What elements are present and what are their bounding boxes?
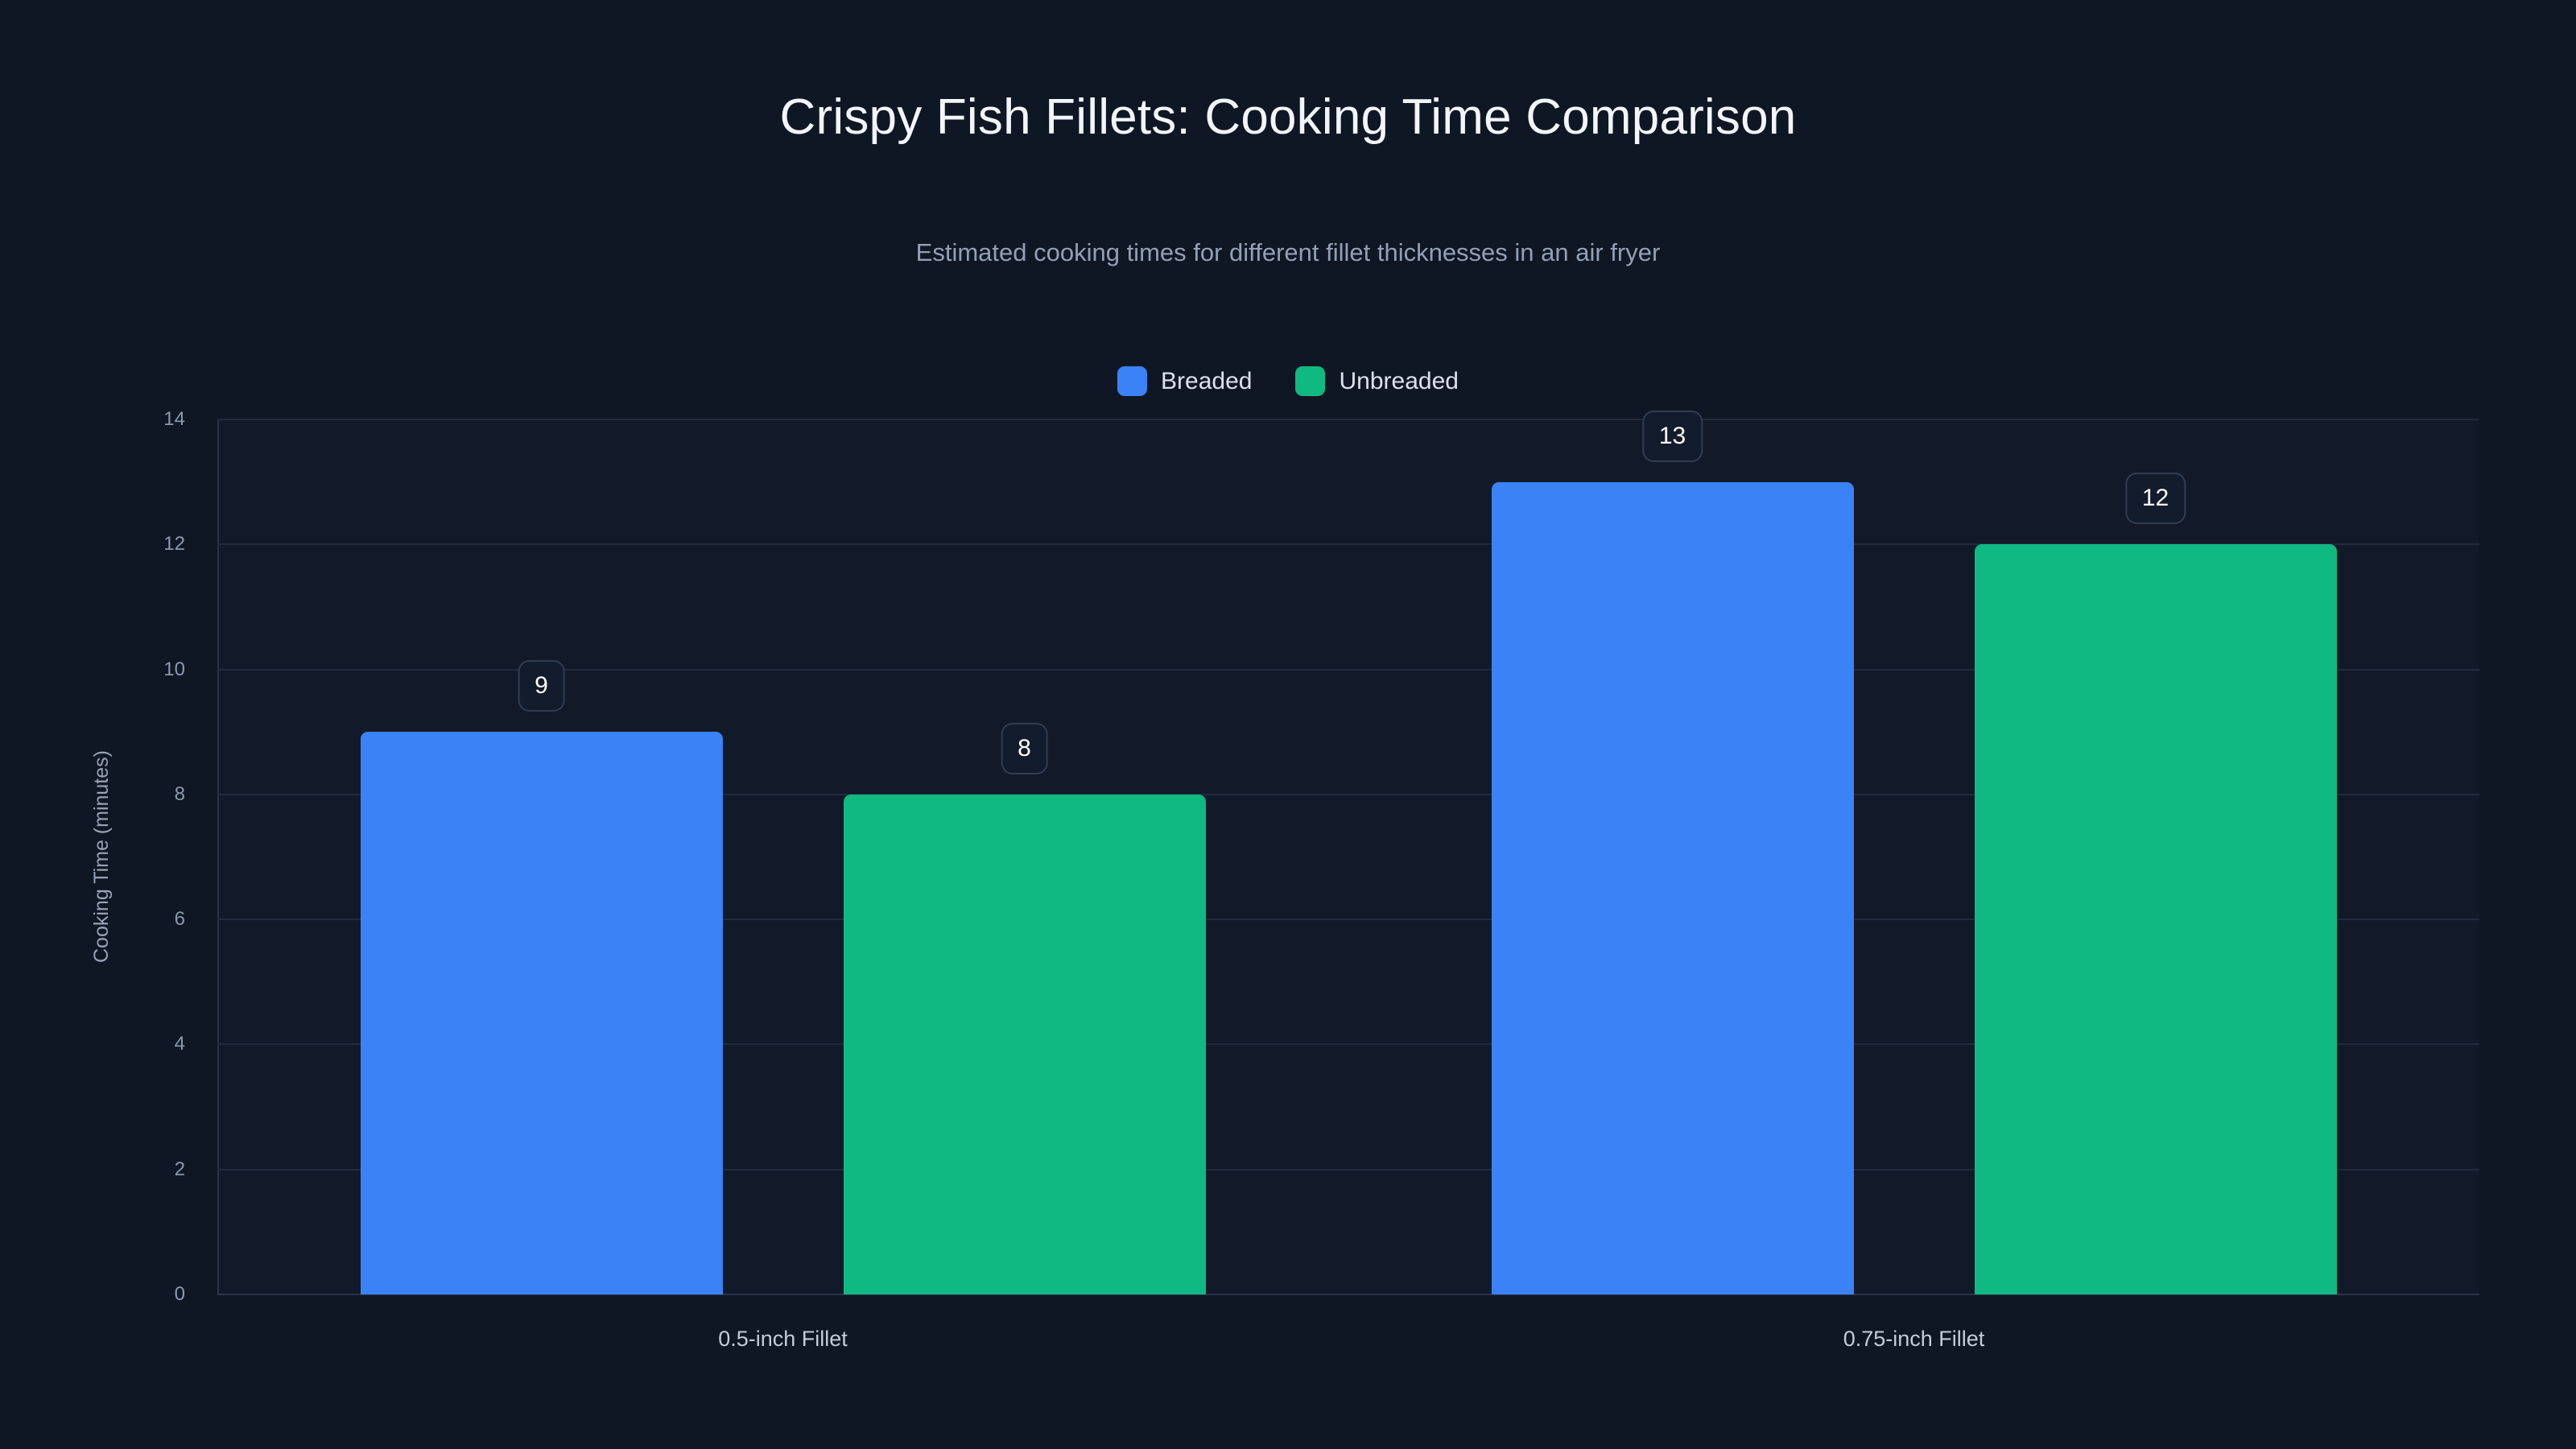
gridline bbox=[217, 793, 2479, 795]
x-axis-tick-label: 0.5-inch Fillet bbox=[718, 1327, 848, 1351]
legend-label-breaded: Breaded bbox=[1161, 367, 1253, 394]
gridline bbox=[217, 1294, 2479, 1295]
x-axis-tick-label: 0.75-inch Fillet bbox=[1843, 1327, 1985, 1351]
gridline bbox=[217, 1168, 2479, 1170]
legend-swatch-icon-breaded bbox=[1117, 366, 1148, 396]
gridline bbox=[217, 668, 2479, 671]
y-axis-tick-label: 12 bbox=[163, 533, 185, 555]
y-axis-tick-label: 2 bbox=[174, 1158, 185, 1180]
y-axis-tick-label: 0 bbox=[174, 1283, 185, 1305]
legend-swatch-icon-unbreaded bbox=[1295, 366, 1326, 396]
bar-breaded-1[interactable] bbox=[1491, 481, 1854, 1294]
value-label: 9 bbox=[518, 660, 565, 712]
legend-item-breaded[interactable]: Breaded bbox=[1117, 366, 1252, 396]
chart-subtitle: Estimated cooking times for different fi… bbox=[915, 238, 1661, 266]
value-label: 12 bbox=[2124, 473, 2186, 525]
value-label: 8 bbox=[1001, 722, 1048, 774]
gridline bbox=[217, 543, 2479, 546]
legend-label-unbreaded: Unbreaded bbox=[1339, 367, 1459, 394]
bar-unbreaded-1[interactable] bbox=[1974, 544, 2337, 1294]
bar-unbreaded-0[interactable] bbox=[843, 794, 1206, 1294]
y-axis-tick-label: 4 bbox=[174, 1033, 185, 1055]
y-axis-tick-label: 8 bbox=[174, 782, 185, 805]
gridline bbox=[217, 919, 2479, 921]
gridline bbox=[217, 419, 2479, 420]
y-axis-title: Cooking Time (minutes) bbox=[90, 750, 113, 963]
gridline bbox=[217, 1043, 2479, 1046]
y-axis-line bbox=[217, 419, 219, 1295]
page-title: Crispy Fish Fillets: Cooking Time Compar… bbox=[779, 89, 1797, 145]
chart-legend: Breaded Unbreaded bbox=[0, 366, 2576, 396]
value-label: 13 bbox=[1641, 410, 1703, 462]
bar-breaded-0[interactable] bbox=[360, 732, 723, 1294]
y-axis-tick-label: 10 bbox=[163, 658, 185, 680]
legend-item-unbreaded[interactable]: Unbreaded bbox=[1295, 366, 1459, 396]
y-axis-tick-label: 14 bbox=[163, 408, 185, 430]
y-axis-tick-label: 6 bbox=[174, 908, 185, 931]
